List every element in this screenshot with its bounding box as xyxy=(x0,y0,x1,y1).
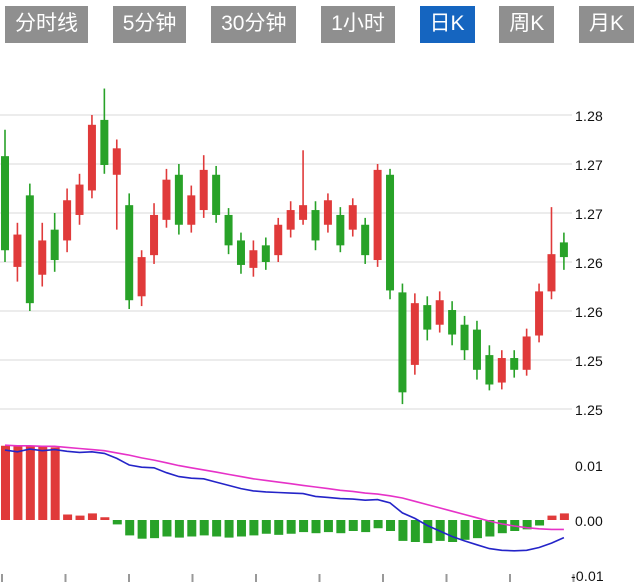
tab-weekly-k[interactable]: 周K xyxy=(499,6,555,44)
price-axis-label: 1.26 xyxy=(575,255,604,271)
price-axis-label: 1.27 xyxy=(575,157,604,173)
price-axis-label: 1.26 xyxy=(575,304,604,320)
price-axis-label: 1.28 xyxy=(575,108,604,124)
tab-5min[interactable]: 5分钟 xyxy=(112,6,187,44)
tab-1hour[interactable]: 1小时 xyxy=(321,6,395,44)
tab-time-line[interactable]: 分时线 xyxy=(5,6,88,44)
timeframe-tabs: 分时线 5分钟 30分钟 1小时 日K 周K 月K xyxy=(5,6,634,44)
macd-axis-label: -0.01 xyxy=(571,568,604,584)
tab-daily-k[interactable]: 日K xyxy=(419,6,475,44)
price-axis-label: 1.25 xyxy=(575,402,604,418)
macd-axis-label: 0.00 xyxy=(575,513,604,529)
macd-axis-label: 0.01 xyxy=(575,458,604,474)
tab-monthly-k[interactable]: 月K xyxy=(578,6,634,44)
price-axis-label: 1.25 xyxy=(575,353,604,369)
price-axis-label: 1.27 xyxy=(575,206,604,222)
tab-30min[interactable]: 30分钟 xyxy=(211,6,297,44)
